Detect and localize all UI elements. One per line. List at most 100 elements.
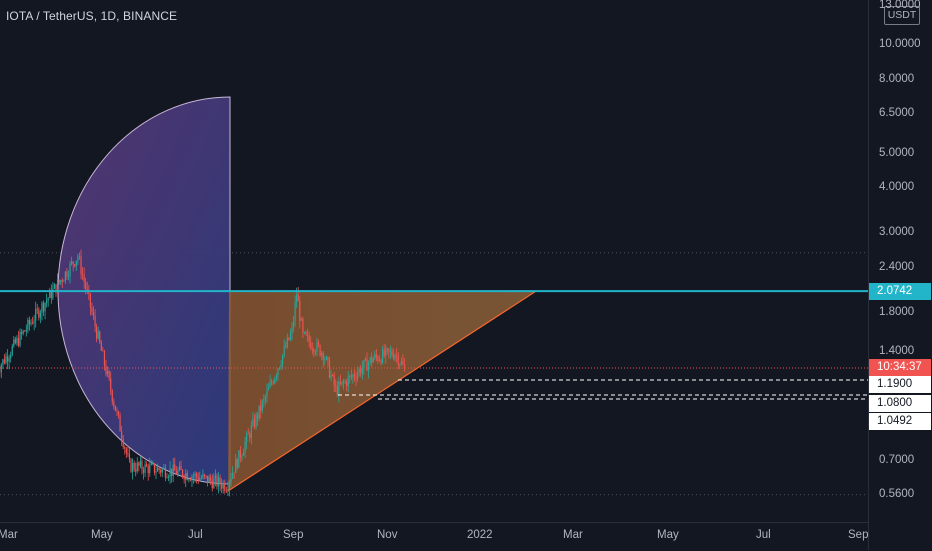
price-tick-label: 1.8000: [879, 306, 914, 318]
candle-body: [316, 342, 317, 352]
candle-body: [382, 350, 383, 364]
level-price-tag[interactable]: 1.0800: [869, 395, 931, 412]
candle-body: [179, 466, 180, 470]
candle-body: [74, 264, 75, 266]
candle-body: [119, 416, 120, 432]
candle-body: [182, 470, 183, 476]
candle-body: [398, 355, 399, 365]
price-tick-label: 10.0000: [879, 38, 921, 50]
candle-body: [188, 480, 189, 481]
candle-body: [335, 386, 336, 387]
candle-body: [263, 398, 264, 401]
candle-body: [298, 294, 299, 301]
candle-body: [69, 263, 70, 276]
candle-body: [115, 406, 116, 411]
candle-body: [37, 309, 38, 310]
candle-body: [152, 463, 153, 464]
candle-body: [362, 368, 363, 374]
candle-body: [201, 478, 202, 479]
candle-body: [71, 262, 72, 264]
candle-body: [191, 477, 192, 481]
candle-body: [134, 463, 135, 470]
candle-body: [5, 356, 6, 363]
horizontal-line-price-tag[interactable]: 2.0742: [869, 283, 931, 300]
candle-body: [315, 352, 316, 353]
candle-body: [293, 321, 294, 328]
candle-body: [288, 338, 289, 340]
candle-body: [230, 478, 231, 481]
candle-body: [265, 397, 266, 399]
candle-body: [62, 280, 63, 281]
candle-body: [194, 474, 195, 477]
time-tick-label: May: [91, 529, 113, 541]
candle-body: [219, 477, 220, 484]
chart-svg[interactable]: [0, 0, 868, 522]
candle-body: [73, 262, 74, 265]
candle-body: [185, 473, 186, 479]
candle-body: [366, 358, 367, 370]
candle-body: [312, 349, 313, 350]
candle-body: [29, 320, 30, 324]
candle-body: [329, 360, 330, 377]
candle-body: [30, 323, 31, 325]
candle-body: [232, 473, 233, 479]
time-tick-label: May: [657, 529, 679, 541]
candle-body: [116, 411, 117, 412]
price-axis[interactable]: USDT 13.0000 10.0000 8.0000 6.5000 5.000…: [868, 0, 932, 550]
candle-body: [124, 447, 125, 449]
candle-body: [184, 476, 185, 479]
candle-body: [173, 465, 174, 476]
candle-body: [168, 477, 169, 478]
candle-body: [127, 453, 128, 454]
level-price-tag[interactable]: 1.1900: [869, 376, 931, 393]
candle-body: [237, 459, 238, 468]
candle-body: [77, 257, 78, 261]
candle-body: [160, 470, 161, 472]
candle-body: [140, 461, 141, 466]
candle-body: [377, 357, 378, 361]
candle-body: [48, 298, 49, 300]
candle-body: [193, 476, 194, 477]
candle-body: [21, 332, 22, 334]
candle-body: [234, 473, 235, 474]
price-tick-label: 0.7000: [879, 454, 914, 466]
time-axis[interactable]: Mar May Jul Sep Nov 2022 Mar May Jul Sep: [0, 522, 868, 551]
candle-body: [35, 309, 36, 321]
candle-body: [235, 459, 236, 473]
candle-body: [285, 346, 286, 347]
candle-body: [40, 313, 41, 318]
candle-body: [238, 450, 239, 467]
candle-body: [404, 364, 405, 367]
candle-body: [102, 351, 103, 352]
candle-body: [226, 491, 227, 492]
candle-body: [99, 332, 100, 343]
candle-body: [374, 354, 375, 358]
candle-body: [24, 331, 25, 332]
candle-body: [354, 375, 355, 378]
candle-body: [252, 419, 253, 425]
price-tick-label: 8.0000: [879, 73, 914, 85]
candle-body: [91, 307, 92, 312]
candle-body: [138, 463, 139, 466]
candle-body: [176, 471, 177, 475]
candle-body: [240, 450, 241, 457]
chart-area[interactable]: IOTA / TetherUS, 1D, BINANCE: [0, 0, 868, 522]
candle-body: [146, 464, 147, 466]
candle-body: [249, 434, 250, 438]
candle-body: [241, 456, 242, 458]
price-tick-label: 1.4000: [879, 345, 914, 357]
candle-body: [390, 351, 391, 352]
symbol-title[interactable]: IOTA / TetherUS, 1D, BINANCE: [6, 9, 177, 23]
level-price-tag[interactable]: 1.0492: [869, 413, 931, 430]
price-tick-label: 6.5000: [879, 107, 914, 119]
candle-body: [305, 332, 306, 335]
candle-body: [130, 459, 131, 471]
time-tick-label: Jul: [188, 529, 203, 541]
time-tick-label: Sep: [848, 529, 868, 541]
candle-body: [112, 390, 113, 401]
candle-body: [149, 465, 150, 473]
candle-body: [251, 426, 252, 438]
candle-body: [1, 365, 2, 372]
candle-body: [224, 483, 225, 491]
candle-body: [66, 272, 67, 277]
